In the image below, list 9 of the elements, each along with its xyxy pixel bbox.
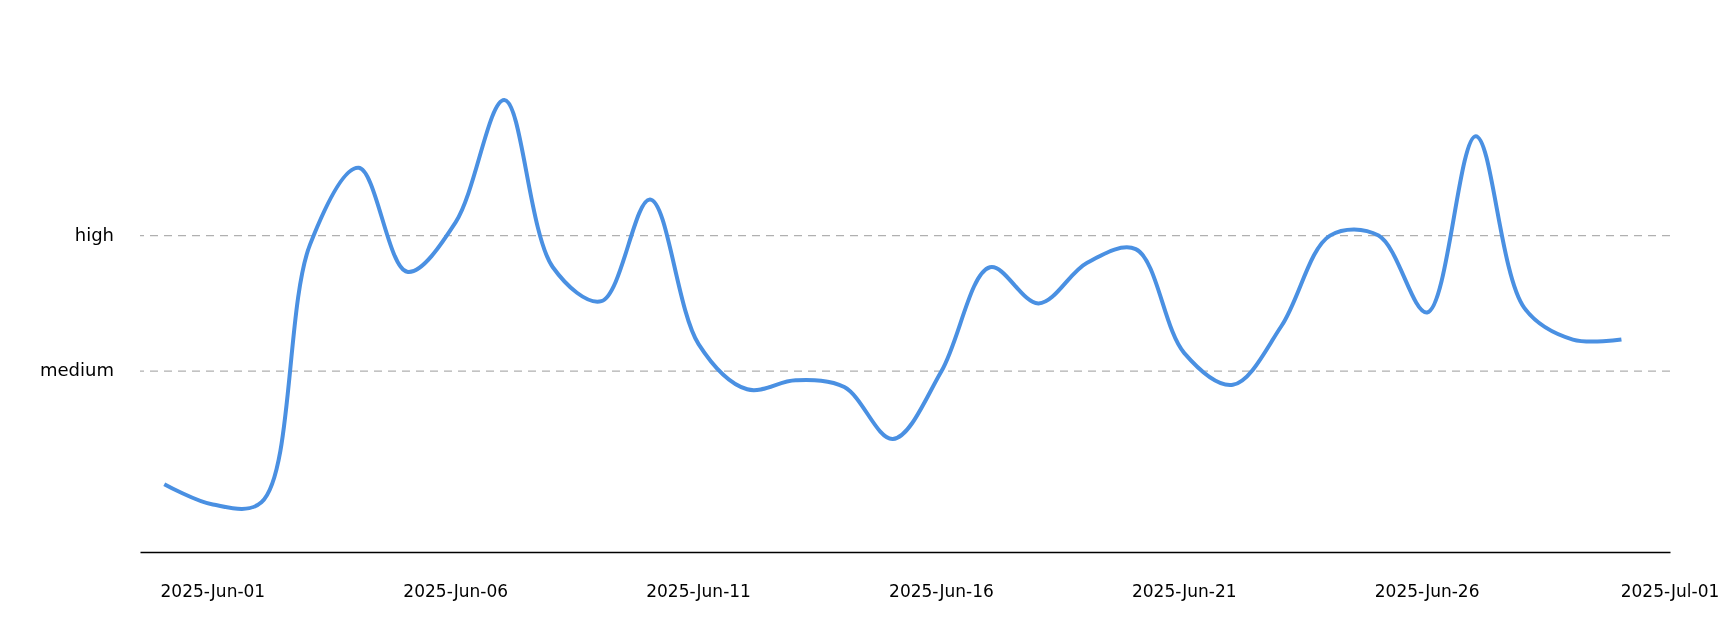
x-tick-label: 2025-Jun-26 <box>1374 581 1480 601</box>
x-tick-label: 2025-Jun-06 <box>403 581 509 601</box>
x-tick-label: 2025-Jun-01 <box>160 581 266 601</box>
ref-line-label: medium <box>40 359 114 381</box>
x-tick-label: 2025-Jul-01 <box>1620 581 1720 601</box>
ref-line-label: high <box>74 223 114 245</box>
x-tick-label: 2025-Jun-16 <box>889 581 994 601</box>
x-tick-label: 2025-Jun-21 <box>1131 581 1237 601</box>
x-tick-label: 2025-Jun-11 <box>646 581 751 601</box>
